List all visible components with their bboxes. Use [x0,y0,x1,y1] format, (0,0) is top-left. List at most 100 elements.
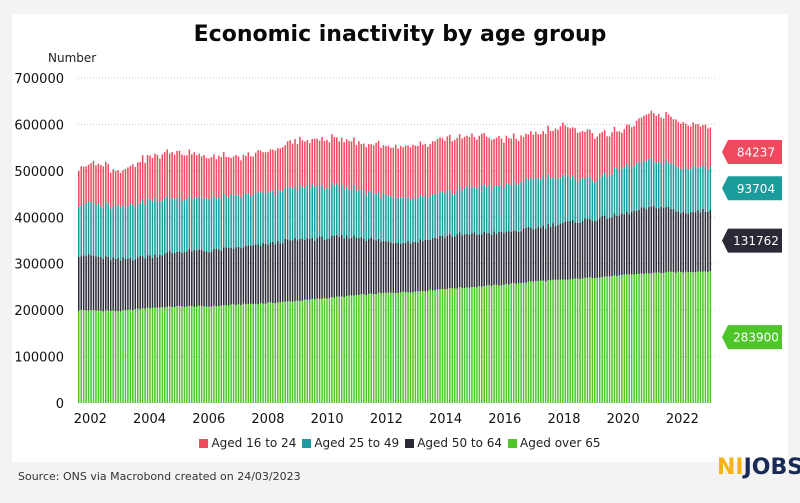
legend-label: Aged 25 to 49 [314,436,400,450]
bar-aged-over-65 [653,272,655,403]
bar-aged-50-to-64 [532,229,535,282]
bar-aged-25-to-49 [355,190,358,238]
bar-aged-25-to-49 [382,193,385,241]
end-value-label: 84237 [737,145,775,159]
bar-aged-over-65 [166,306,168,403]
bar-aged-25-to-49 [598,178,601,219]
bar-aged-25-to-49 [227,197,230,248]
bar-aged-over-65 [640,273,643,403]
bar-aged-16-to-24 [284,145,286,189]
bar-aged-over-65 [426,290,429,403]
bar-aged-16-to-24 [235,154,237,195]
bar-aged-25-to-49 [471,186,473,234]
bar-aged-16-to-24 [407,145,409,198]
bar-aged-over-65 [601,277,603,403]
bar-aged-50-to-64 [227,247,230,306]
bar-aged-16-to-24 [495,137,498,186]
bar-aged-over-65 [456,288,458,403]
bar-aged-25-to-49 [655,162,658,209]
bar-aged-50-to-64 [139,256,141,310]
bar-aged-over-65 [603,276,606,403]
bar-aged-over-65 [682,272,685,403]
bar-aged-16-to-24 [102,166,105,208]
bar-aged-25-to-49 [638,161,640,211]
bar-aged-over-65 [198,305,200,403]
bar-aged-16-to-24 [672,119,675,164]
bar-aged-25-to-49 [542,175,544,226]
bar-aged-50-to-64 [704,211,707,272]
bar-aged-16-to-24 [517,140,520,185]
bar-aged-25-to-49 [515,184,517,231]
bar-aged-16-to-24 [643,115,645,162]
bar-aged-50-to-64 [692,212,694,273]
bar-aged-50-to-64 [426,239,429,291]
bar-aged-16-to-24 [608,136,611,176]
bar-aged-over-65 [345,295,348,403]
bar-aged-50-to-64 [220,250,223,306]
bar-aged-over-65 [252,303,254,403]
bar-aged-25-to-49 [510,185,513,232]
bar-aged-50-to-64 [596,220,599,278]
bar-aged-over-65 [205,306,208,403]
bar-aged-50-to-64 [645,209,648,274]
bar-aged-16-to-24 [122,170,124,206]
bar-aged-25-to-49 [481,185,483,235]
bar-aged-25-to-49 [500,185,503,233]
bar-aged-over-65 [692,272,694,403]
bar-aged-16-to-24 [78,170,80,207]
bar-aged-over-65 [520,283,522,403]
bar-aged-25-to-49 [621,168,623,214]
bar-aged-16-to-24 [567,127,569,176]
bar-aged-25-to-49 [527,179,530,228]
bar-aged-16-to-24 [338,141,341,187]
bar-aged-25-to-49 [429,196,431,240]
bar-aged-50-to-64 [250,245,252,304]
bar-aged-25-to-49 [623,166,626,215]
bar-aged-over-65 [117,311,119,403]
bar-aged-over-65 [210,306,213,403]
bar-aged-50-to-64 [564,221,567,280]
bar-aged-25-to-49 [156,201,159,257]
bar-aged-25-to-49 [188,196,191,250]
bar-aged-50-to-64 [650,206,653,274]
bar-aged-50-to-64 [109,260,112,311]
bar-aged-50-to-64 [640,207,643,274]
bar-aged-over-65 [161,307,164,403]
bar-aged-25-to-49 [419,194,422,240]
bar-aged-over-65 [606,276,608,403]
bar-aged-25-to-49 [466,186,468,234]
bar-aged-16-to-24 [318,140,321,187]
bar-aged-50-to-64 [503,233,505,285]
bar-aged-over-65 [579,279,581,403]
bar-aged-16-to-24 [100,165,102,207]
bar-aged-over-65 [365,295,368,403]
bar-aged-over-65 [90,309,92,403]
bar-aged-50-to-64 [385,241,387,293]
bar-aged-25-to-49 [235,194,237,248]
bar-aged-16-to-24 [426,146,429,198]
bar-aged-50-to-64 [559,223,562,280]
bar-aged-50-to-64 [520,231,522,284]
bar-aged-50-to-64 [574,222,576,279]
bar-aged-16-to-24 [525,133,527,178]
bar-aged-50-to-64 [183,252,186,308]
bar-aged-16-to-24 [181,154,183,202]
x-tick-label: 2006 [192,412,225,427]
bar-aged-50-to-64 [485,233,488,286]
bar-aged-16-to-24 [279,148,282,191]
bar-aged-over-65 [306,299,309,403]
bar-aged-25-to-49 [326,187,328,240]
bar-aged-16-to-24 [208,158,210,200]
bar-aged-over-65 [451,288,454,403]
bar-aged-50-to-64 [655,208,658,273]
bar-aged-25-to-49 [530,177,532,228]
bar-aged-25-to-49 [453,193,456,237]
bar-aged-over-65 [567,279,569,403]
bar-aged-25-to-49 [608,175,611,218]
bar-aged-50-to-64 [375,240,377,295]
bar-aged-16-to-24 [323,141,326,190]
bar-aged-over-65 [461,287,463,403]
bar-aged-50-to-64 [203,251,205,307]
bar-aged-25-to-49 [569,178,571,222]
bar-aged-over-65 [338,296,341,403]
